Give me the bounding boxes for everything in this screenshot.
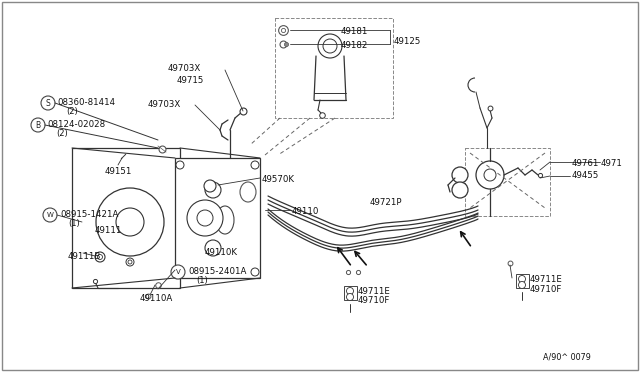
Circle shape: [171, 265, 185, 279]
Circle shape: [323, 39, 337, 53]
Circle shape: [204, 180, 216, 192]
Text: 49181: 49181: [341, 27, 369, 36]
Circle shape: [187, 200, 223, 236]
Text: 49710F: 49710F: [530, 285, 563, 294]
Text: W: W: [47, 212, 53, 218]
Bar: [516, 274, 529, 288]
Circle shape: [346, 294, 353, 301]
Circle shape: [205, 182, 221, 198]
Text: 08915-2401A: 08915-2401A: [188, 267, 246, 276]
Text: 08360-81414: 08360-81414: [57, 98, 115, 107]
Circle shape: [96, 188, 164, 256]
Text: 49182: 49182: [341, 41, 369, 50]
Circle shape: [41, 96, 55, 110]
Circle shape: [128, 260, 132, 264]
Circle shape: [318, 34, 342, 58]
Text: (1): (1): [68, 219, 80, 228]
Text: 49110: 49110: [292, 207, 319, 216]
Circle shape: [452, 167, 468, 183]
Text: A/90^ 0079: A/90^ 0079: [543, 352, 591, 361]
Text: S: S: [45, 99, 51, 108]
Text: 49703X: 49703X: [148, 100, 181, 109]
Circle shape: [476, 161, 504, 189]
Bar: [72, 148, 180, 288]
Text: 49125: 49125: [394, 37, 421, 46]
Text: 4971: 4971: [601, 159, 623, 168]
Ellipse shape: [216, 206, 234, 234]
Circle shape: [346, 288, 353, 295]
Bar: [175, 158, 260, 278]
Circle shape: [197, 210, 213, 226]
Circle shape: [251, 268, 259, 276]
Circle shape: [176, 268, 184, 276]
Ellipse shape: [240, 182, 256, 202]
Circle shape: [97, 254, 102, 260]
Text: 08124-02028: 08124-02028: [47, 120, 105, 129]
Circle shape: [518, 276, 525, 282]
Text: 49761: 49761: [572, 159, 600, 168]
Text: 49110K: 49110K: [205, 248, 238, 257]
Text: 49721P: 49721P: [370, 198, 403, 207]
Text: B: B: [35, 121, 40, 129]
Circle shape: [43, 208, 57, 222]
Text: 49111B: 49111B: [68, 252, 101, 261]
Circle shape: [31, 118, 45, 132]
Text: (2): (2): [56, 129, 68, 138]
Text: 49711E: 49711E: [530, 275, 563, 284]
Text: 49710F: 49710F: [358, 296, 390, 305]
Text: 49455: 49455: [572, 171, 600, 180]
Text: (2): (2): [66, 107, 77, 116]
Circle shape: [116, 208, 144, 236]
Bar: [275, 18, 393, 118]
Bar: [465, 148, 550, 216]
Text: 49715: 49715: [177, 76, 204, 85]
Circle shape: [205, 240, 221, 256]
Circle shape: [452, 182, 468, 198]
Text: (1): (1): [196, 276, 208, 285]
Text: V: V: [175, 269, 180, 275]
Circle shape: [176, 161, 184, 169]
Text: 49111: 49111: [95, 226, 122, 235]
Circle shape: [251, 161, 259, 169]
Text: 49570K: 49570K: [262, 175, 295, 184]
Text: 49151: 49151: [105, 167, 132, 176]
Circle shape: [95, 252, 105, 262]
Bar: [344, 286, 357, 300]
Text: 49110A: 49110A: [140, 294, 173, 303]
Text: 08915-1421A: 08915-1421A: [60, 210, 118, 219]
Text: 49703X: 49703X: [168, 64, 201, 73]
Text: 49711E: 49711E: [358, 287, 391, 296]
Circle shape: [484, 169, 496, 181]
Circle shape: [518, 282, 525, 289]
Circle shape: [126, 258, 134, 266]
